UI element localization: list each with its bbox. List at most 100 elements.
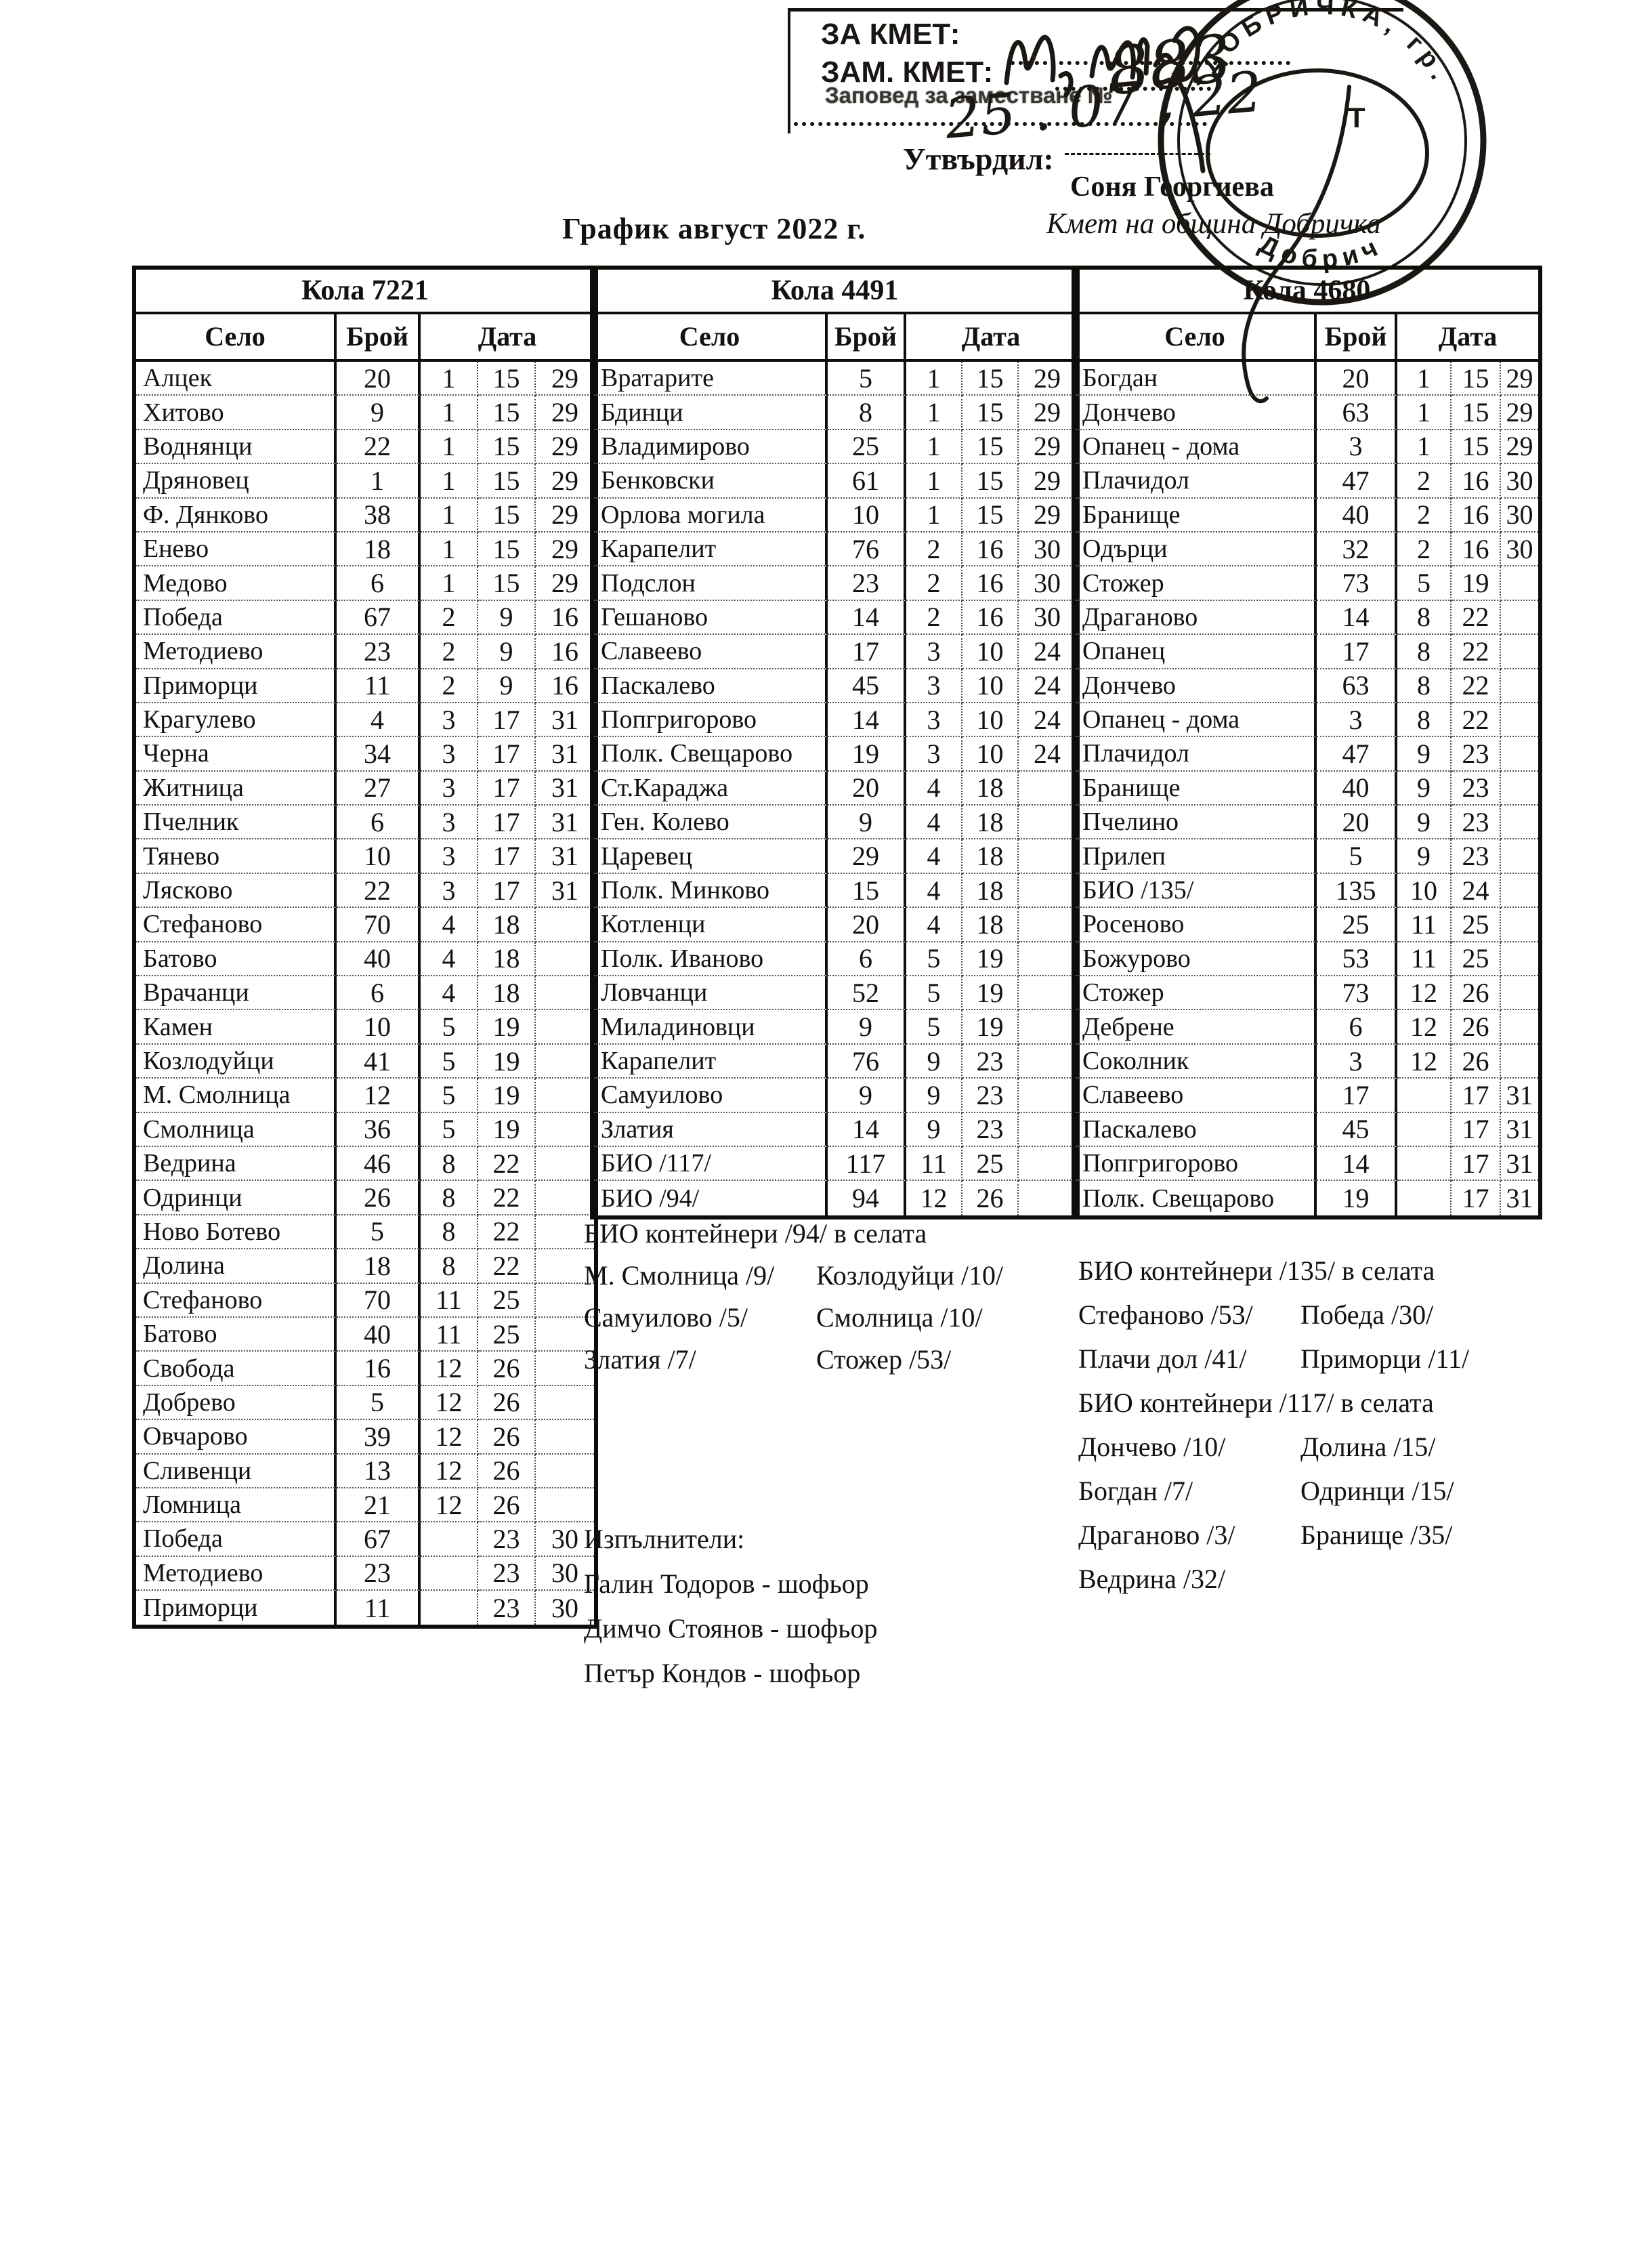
date-cell-2: 19 xyxy=(478,1079,536,1113)
village-cell: Дончево xyxy=(1076,396,1317,430)
date-cell-1: 8 xyxy=(1397,600,1452,635)
village-cell: Стефаново xyxy=(136,1283,337,1318)
note-pair: М. Смолница /9/ Козлодуйци /10/ xyxy=(584,1255,1058,1297)
date-cell-2: 17 xyxy=(478,771,536,806)
date-cell-3 xyxy=(1019,908,1076,942)
date-cell-2: 17 xyxy=(478,806,536,840)
date-cell-2: 19 xyxy=(478,1010,536,1045)
date-cell-2: 15 xyxy=(1452,430,1501,465)
date-cell-3 xyxy=(536,1215,594,1250)
date-cell-1: 9 xyxy=(906,1112,962,1147)
date-cell-2: 19 xyxy=(962,976,1019,1011)
note-left: Златия /7/ xyxy=(584,1344,696,1375)
count-cell: 22 xyxy=(337,430,421,465)
date-cell-3: 16 xyxy=(536,601,594,635)
village-cell: Дряновец xyxy=(136,464,337,499)
date-cell-1: 8 xyxy=(421,1146,478,1182)
count-cell: 17 xyxy=(1317,1079,1397,1113)
date-cell-1: 1 xyxy=(906,498,962,533)
date-cell-2: 18 xyxy=(478,976,536,1011)
count-cell: 67 xyxy=(337,1522,421,1557)
date-cell-3: 31 xyxy=(536,772,594,806)
table-body: Алцек 20 1 15 29 Хитово 9 1 15 29 Воднян… xyxy=(136,362,594,1625)
village-cell: Методиево xyxy=(136,635,337,669)
date-cell-2: 26 xyxy=(1452,1010,1501,1045)
note-left: М. Смолница /9/ xyxy=(584,1260,775,1291)
date-cell-3 xyxy=(536,1181,594,1215)
village-cell: Опанец - дома xyxy=(1076,430,1317,465)
count-cell: 19 xyxy=(1317,1181,1397,1215)
village-cell: Соколник xyxy=(1076,1044,1317,1079)
note-pair-list: Стефаново /53/ Победа /30/ Плачи дол /41… xyxy=(1078,1293,1546,1381)
village-cell: Пчелник xyxy=(136,806,337,840)
date-cell-2: 25 xyxy=(1452,908,1501,942)
village-cell: Подслон xyxy=(594,566,828,601)
date-cell-2: 18 xyxy=(962,839,1019,874)
date-cell-3 xyxy=(536,1455,594,1488)
date-cell-1: 1 xyxy=(906,464,962,499)
date-cell-1: 3 xyxy=(421,806,478,840)
note-right: Стожер /53/ xyxy=(816,1344,952,1375)
table-body: Богдан 20 1 15 29 Дончево 63 1 15 29 Опа… xyxy=(1076,362,1538,1215)
village-cell: Тянево xyxy=(136,839,337,874)
count-cell: 29 xyxy=(828,839,906,874)
village-cell: Козлодуйци xyxy=(136,1044,337,1079)
date-cell-3 xyxy=(536,1079,594,1113)
date-cell-1: 12 xyxy=(1397,1044,1452,1079)
signature-dotted-line xyxy=(1011,61,1290,65)
village-cell: Ловчанци xyxy=(594,976,828,1011)
count-cell: 20 xyxy=(828,771,906,806)
date-cell-2: 22 xyxy=(478,1181,536,1215)
count-cell: 23 xyxy=(337,635,421,669)
village-cell: Драганово xyxy=(1076,600,1317,635)
village-cell: Плачидол xyxy=(1076,737,1317,772)
date-cell-2: 25 xyxy=(962,1146,1019,1182)
village-cell: Батово xyxy=(136,942,337,977)
date-cell-3: 16 xyxy=(536,669,594,703)
village-cell: Долина xyxy=(136,1249,337,1284)
table-header-row: Село Брой Дата xyxy=(136,314,594,362)
date-cell-1: 12 xyxy=(906,1181,962,1215)
count-cell: 38 xyxy=(337,498,421,533)
date-cell-3: 29 xyxy=(1019,464,1076,499)
date-cell-2: 15 xyxy=(962,362,1019,396)
column-header-village: Село xyxy=(1076,314,1317,359)
date-cell-1: 11 xyxy=(1397,908,1452,942)
note-pair: Златия /7/ Стожер /53/ xyxy=(584,1339,1058,1381)
date-cell-1: 5 xyxy=(421,1010,478,1045)
date-cell-2: 18 xyxy=(478,942,536,977)
date-cell-2: 26 xyxy=(478,1385,536,1421)
date-cell-1: 2 xyxy=(906,600,962,635)
date-cell-2: 15 xyxy=(478,430,536,465)
date-cell-3: 31 xyxy=(536,737,594,772)
count-cell: 40 xyxy=(337,1317,421,1352)
date-cell-3: 30 xyxy=(551,1592,578,1623)
date-cell-3 xyxy=(1501,839,1538,874)
village-cell: Вратарите xyxy=(594,362,828,396)
note-right: Бранище /35/ xyxy=(1300,1520,1453,1550)
date-cell-1 xyxy=(421,1591,478,1625)
count-cell: 20 xyxy=(828,908,906,942)
count-cell: 3 xyxy=(1317,1044,1397,1079)
village-cell: Воднянци xyxy=(136,430,337,465)
date-cell-3 xyxy=(1019,1010,1076,1045)
date-cell-1: 8 xyxy=(421,1249,478,1284)
count-cell: 9 xyxy=(828,1079,906,1113)
count-cell: 18 xyxy=(337,532,421,567)
date-cell-1: 3 xyxy=(906,669,962,703)
date-cell-3 xyxy=(1501,1010,1538,1045)
date-cell-1: 3 xyxy=(421,703,478,738)
vehicle-table-4491: Кола 4491 Село Брой Дата Вратарите 5 1 1… xyxy=(590,266,1080,1219)
date-cell-3 xyxy=(536,1010,594,1045)
date-cell-3 xyxy=(1501,772,1538,806)
date-cell-1: 5 xyxy=(906,976,962,1011)
note-right: Приморци /11/ xyxy=(1300,1343,1470,1374)
count-cell: 61 xyxy=(828,464,906,499)
date-cell-3: 30 xyxy=(1501,464,1538,499)
village-cell: Росеново xyxy=(1076,908,1317,942)
date-cell-2: 17 xyxy=(1452,1146,1501,1182)
village-cell: Попгригорово xyxy=(1076,1146,1317,1182)
date-cell-2: 23 xyxy=(962,1112,1019,1147)
date-cell-1: 1 xyxy=(421,464,478,499)
date-cell-2: 22 xyxy=(1452,669,1501,703)
